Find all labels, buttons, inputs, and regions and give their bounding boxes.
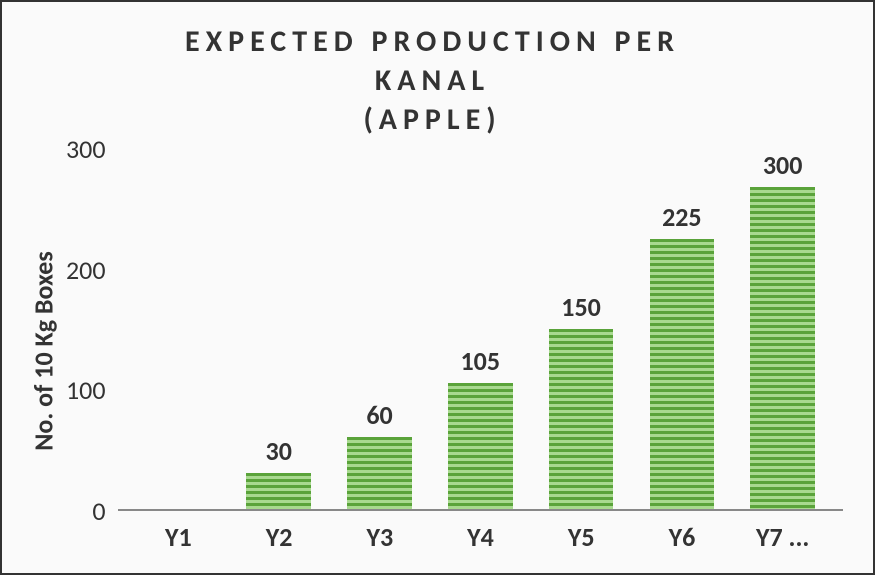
chart-title: EXPECTED PRODUCTION PER KANAL (APPLE) (22, 22, 843, 139)
data-label: 150 (561, 291, 601, 323)
bar-slot-y4: 105 (430, 149, 531, 509)
x-tick: Y3 (329, 521, 430, 553)
plot-wrap: 300 200 100 0 30 60 (66, 149, 843, 553)
y-ticks: 300 200 100 0 (66, 149, 118, 511)
x-tick: Y4 (430, 521, 531, 553)
y-axis-label-wrap: No. of 10 Kg Boxes (22, 149, 66, 553)
y-tick-label: 200 (66, 254, 106, 286)
chart-frame: EXPECTED PRODUCTION PER KANAL (APPLE) No… (0, 0, 875, 575)
bar-y5 (549, 329, 614, 509)
data-label: 30 (266, 435, 292, 467)
x-tick: Y1 (128, 521, 229, 553)
chart-title-line-2: KANAL (22, 61, 843, 100)
bar-slot-y6: 225 (631, 149, 732, 509)
x-axis: Y1 Y2 Y3 Y4 Y5 Y6 Y7 ... (66, 511, 843, 553)
bar-fill (246, 473, 311, 509)
bar-fill (650, 239, 715, 509)
bar-slot-y5: 150 (531, 149, 632, 509)
chart-title-line-3: (APPLE) (22, 100, 843, 139)
x-tick: Y7 ... (732, 521, 833, 553)
bar-fill (750, 187, 815, 509)
chart-body: No. of 10 Kg Boxes 300 200 100 0 30 (22, 149, 843, 553)
y-tick-label: 300 (66, 133, 106, 165)
y-tick-label: 100 (66, 374, 106, 406)
x-tick: Y5 (531, 521, 632, 553)
chart-title-line-1: EXPECTED PRODUCTION PER (22, 22, 843, 61)
bar-y7 (750, 187, 815, 509)
y-axis-label: No. of 10 Kg Boxes (28, 251, 60, 450)
x-spacer (66, 521, 118, 553)
bar-fill (347, 437, 412, 509)
data-label: 225 (662, 201, 702, 233)
data-label: 300 (763, 149, 803, 181)
plot: 300 200 100 0 30 60 (66, 149, 843, 511)
x-ticks: Y1 Y2 Y3 Y4 Y5 Y6 Y7 ... (118, 521, 843, 553)
bar-fill (448, 383, 513, 509)
bar-y4 (448, 383, 513, 509)
bar-fill (549, 329, 614, 509)
bar-slot-y3: 60 (329, 149, 430, 509)
bar-slot-y1 (128, 149, 229, 509)
x-tick: Y2 (229, 521, 330, 553)
data-label: 60 (366, 399, 392, 431)
data-label: 105 (461, 345, 501, 377)
plot-area: 30 60 105 150 (118, 149, 843, 511)
bar-y3 (347, 437, 412, 509)
bar-y6 (650, 239, 715, 509)
bar-slot-y2: 30 (228, 149, 329, 509)
bar-slot-y7: 300 (732, 149, 833, 509)
x-tick: Y6 (632, 521, 733, 553)
bar-y2 (246, 473, 311, 509)
